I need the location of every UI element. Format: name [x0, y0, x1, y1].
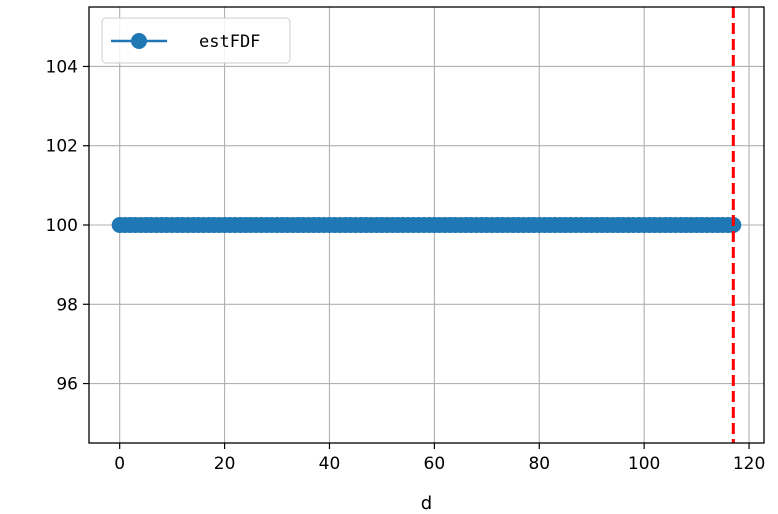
legend-label: estFDF	[199, 32, 260, 52]
y-tick-label: 100	[46, 216, 78, 236]
legend: estFDF	[101, 17, 291, 64]
x-tick-label: 120	[733, 454, 765, 474]
x-tick-label: 60	[424, 454, 446, 474]
y-tick-label: 104	[46, 57, 78, 77]
y-tick-label: 102	[46, 137, 78, 157]
y-axis: 96 98 100 102 104	[46, 57, 89, 395]
x-tick-label: 40	[319, 454, 341, 474]
x-tick-label: 100	[628, 454, 660, 474]
x-tick-label: 20	[214, 454, 236, 474]
legend-marker	[131, 33, 147, 49]
x-tick-label: 0	[114, 454, 125, 474]
x-tick-label: 80	[528, 454, 550, 474]
y-tick-label: 98	[56, 295, 78, 315]
y-tick-label: 96	[56, 375, 78, 395]
x-axis: 0 20 40 60 80 100 120	[114, 443, 765, 474]
series-estfdf	[111, 217, 742, 233]
x-axis-label: d	[421, 493, 432, 514]
legend-box	[101, 17, 291, 64]
